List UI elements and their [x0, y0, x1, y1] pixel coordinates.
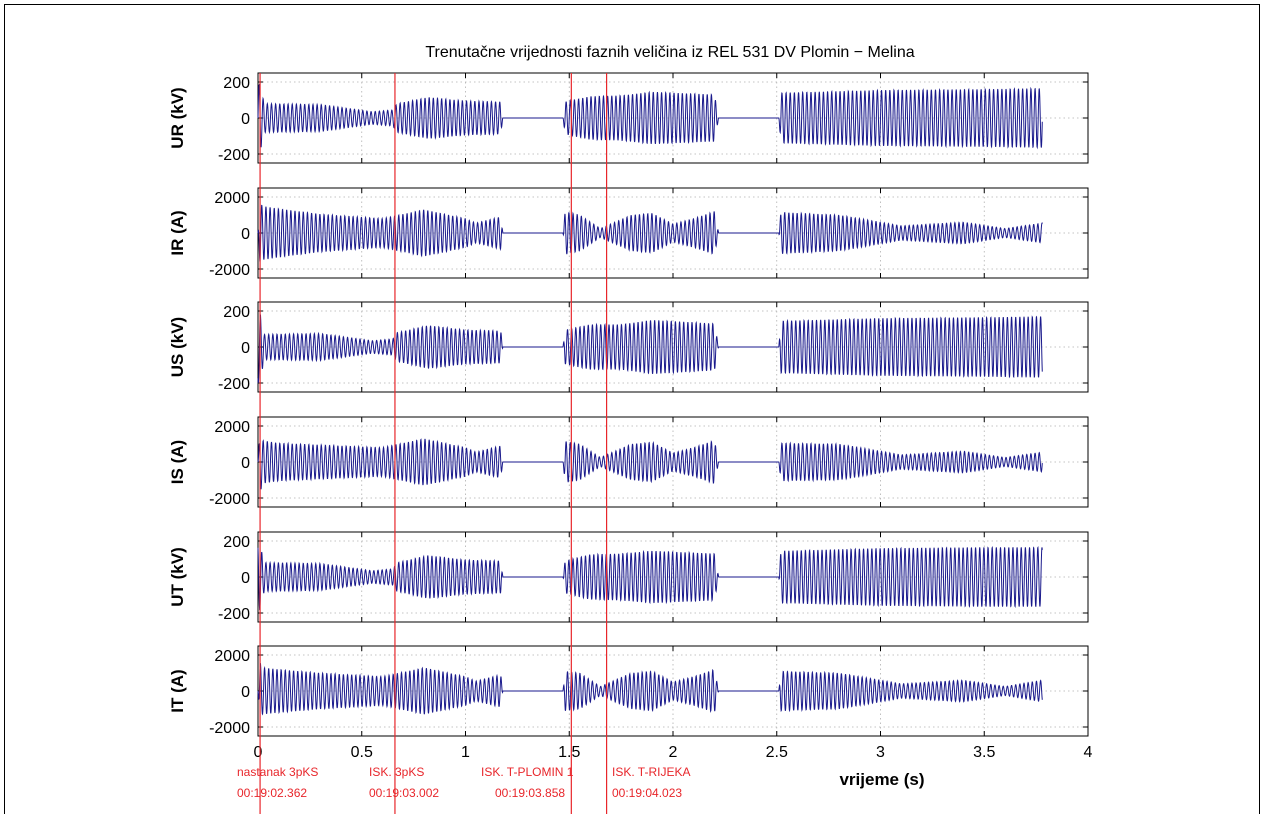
- event-timestamp: 00:19:03.858: [495, 786, 565, 800]
- y-tick-label: 200: [223, 304, 250, 321]
- chart-title: Trenutačne vrijednosti faznih veličina i…: [425, 44, 914, 61]
- y-axis-label: UR (kV): [168, 87, 187, 148]
- x-tick-label: 0.5: [351, 744, 373, 761]
- x-tick-label: 2.5: [766, 744, 788, 761]
- event-label: ISK. 3pKS: [369, 765, 424, 779]
- subplot-is: -2000 0 2000 IS (A): [168, 416, 1089, 508]
- y-tick-label: -200: [218, 376, 250, 393]
- x-axis: 0 0.5 1 1.5 2 2.5 3 3.5 4: [254, 744, 1093, 761]
- y-tick-label: 0: [241, 684, 250, 701]
- subplot-ur: -200 0 200 UR (kV): [168, 72, 1089, 164]
- y-axis-label: IR (A): [168, 210, 187, 255]
- y-tick-label: -200: [218, 606, 250, 623]
- x-axis-label: vrijeme (s): [839, 770, 924, 789]
- subplot-ir: -2000 0 2000 IR (A): [168, 187, 1089, 279]
- subplot-ut: -200 0 200 UT (kV): [168, 531, 1089, 623]
- event-timestamp: 00:19:02.362: [237, 786, 307, 800]
- y-tick-label: -2000: [209, 720, 250, 737]
- subplot-us: -200 0 200 US (kV): [168, 301, 1089, 393]
- y-tick-label: 2000: [214, 190, 250, 207]
- event-timestamp: 00:19:04.023: [612, 786, 682, 800]
- y-tick-label: 2000: [214, 648, 250, 665]
- waveform-trace: [257, 83, 1043, 150]
- x-tick-label: 2: [669, 744, 678, 761]
- y-tick-label: 2000: [214, 419, 250, 436]
- event-label: ISK. T-PLOMIN 1: [481, 765, 574, 779]
- x-tick-label: 4: [1084, 744, 1093, 761]
- x-tick-label: 0: [254, 744, 263, 761]
- x-tick-label: 3.5: [973, 744, 995, 761]
- y-tick-label: 200: [223, 534, 250, 551]
- waveform-trace: [257, 204, 1043, 262]
- y-tick-label: -2000: [209, 491, 250, 508]
- waveform-trace: [257, 546, 1043, 611]
- event-markers: nastanak 3pKS 00:19:02.362 ISK. 3pKS 00:19:…: [237, 73, 690, 814]
- x-tick-label: 1: [461, 744, 470, 761]
- y-tick-label: 200: [223, 75, 250, 92]
- y-axis-label: US (kV): [168, 317, 187, 377]
- x-tick-label: 3: [876, 744, 885, 761]
- y-axis-label: IT (A): [168, 669, 187, 712]
- event-timestamp: 00:19:03.002: [369, 786, 439, 800]
- y-tick-label: 0: [241, 340, 250, 357]
- waveform-trace: [257, 438, 1043, 490]
- y-tick-label: 0: [241, 570, 250, 587]
- event-label: nastanak 3pKS: [237, 765, 318, 779]
- y-tick-label: -2000: [209, 262, 250, 279]
- waveform-trace: [257, 314, 1043, 384]
- figure-border: [4, 4, 1260, 819]
- waveform-trace: [257, 662, 1043, 716]
- y-tick-label: -200: [218, 147, 250, 164]
- y-tick-label: 0: [241, 455, 250, 472]
- y-axis-label: UT (kV): [168, 547, 187, 607]
- event-label: ISK. T-RIJEKA: [612, 765, 690, 779]
- y-axis-label: IS (A): [168, 440, 187, 484]
- x-tick-label: 1.5: [558, 744, 580, 761]
- y-tick-label: 0: [241, 226, 250, 243]
- y-tick-label: 0: [241, 111, 250, 128]
- subplot-it: -2000 0 2000 IT (A): [168, 645, 1089, 737]
